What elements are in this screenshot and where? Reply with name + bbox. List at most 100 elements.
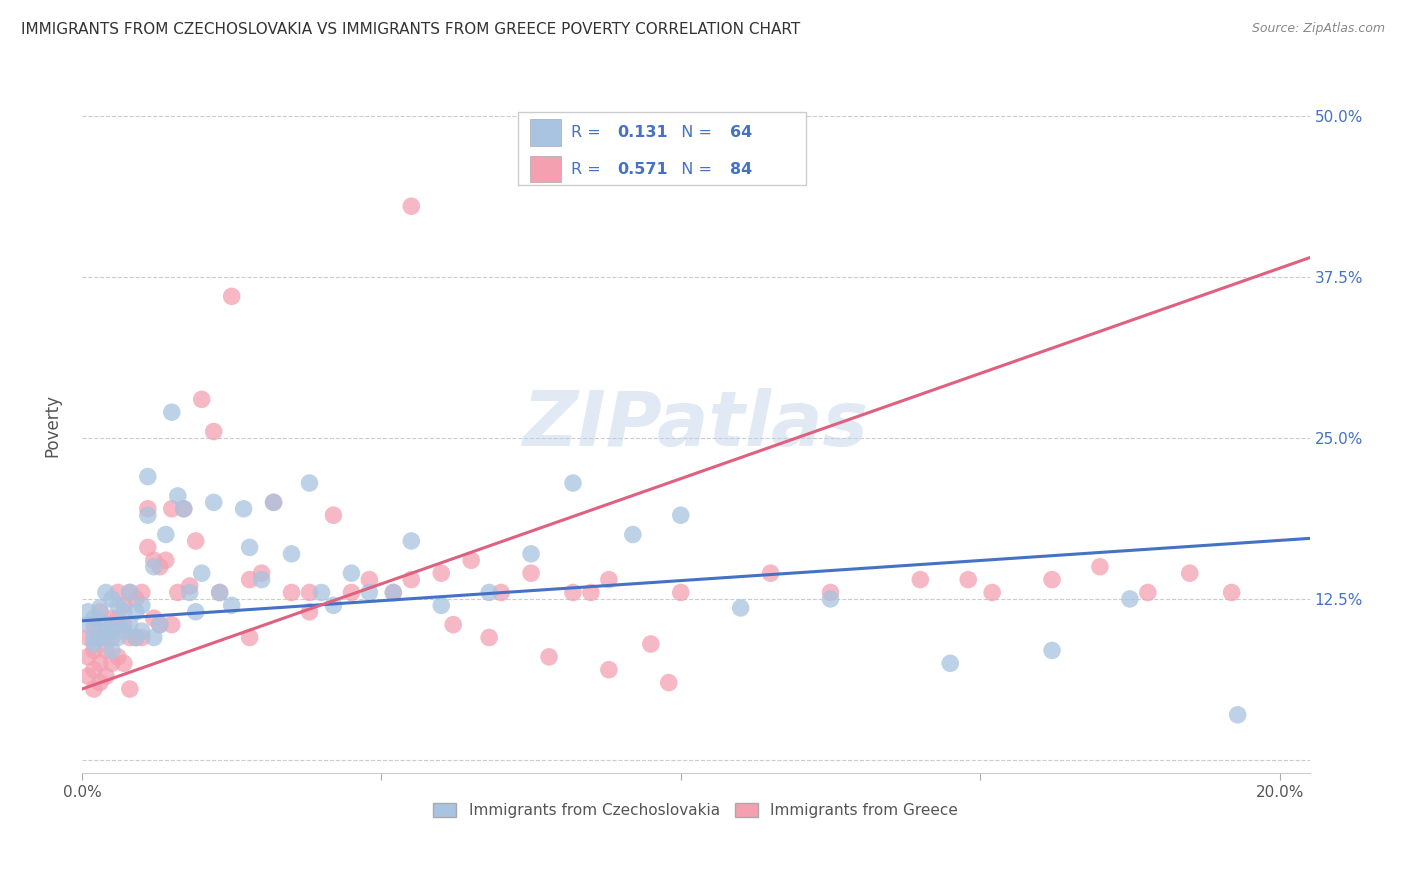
Point [520,566,543,581]
Point [131,599,153,613]
Point [112,605,135,619]
Y-axis label: Poverty: Poverty [44,393,60,457]
Point [136,469,159,483]
Point [957,573,980,587]
Point [77,617,100,632]
Point [101,624,124,639]
Point [160,405,183,419]
Point [239,631,262,645]
Point [89,605,111,619]
Text: 64: 64 [730,125,752,140]
Point [1040,573,1063,587]
Point [77,649,100,664]
Point [640,637,662,651]
Point [311,585,333,599]
Point [125,605,148,619]
Point [131,585,153,599]
Point [94,643,117,657]
Point [166,489,188,503]
Point [202,495,225,509]
Point [939,657,962,671]
Point [562,476,585,491]
Point [359,573,381,587]
Point [1220,585,1243,599]
FancyBboxPatch shape [517,112,806,186]
Point [136,501,159,516]
Point [107,649,129,664]
Point [1040,643,1063,657]
Point [250,573,273,587]
Point [298,605,321,619]
Point [107,631,129,645]
Point [136,508,159,523]
Point [83,637,105,651]
Point [232,501,254,516]
Point [77,631,100,645]
Point [89,631,111,645]
Point [621,527,644,541]
Point [125,591,148,606]
Point [173,501,195,516]
Point [142,553,165,567]
Point [280,547,302,561]
Point [263,495,285,509]
Point [239,541,262,555]
Point [166,585,188,599]
Point [359,585,381,599]
Point [89,601,111,615]
Text: Source: ZipAtlas.com: Source: ZipAtlas.com [1251,22,1385,36]
Point [142,559,165,574]
Point [83,611,105,625]
Text: 0.131: 0.131 [617,125,668,140]
Point [89,675,111,690]
Point [155,553,177,567]
Point [658,675,681,690]
Point [94,624,117,639]
Point [112,617,135,632]
Point [89,614,111,628]
Text: R =: R = [571,125,606,140]
Point [118,585,141,599]
Point [118,681,141,696]
Point [83,663,105,677]
Point [1226,707,1249,722]
Point [820,585,842,599]
Point [537,649,560,664]
Point [669,585,692,599]
Point [340,566,363,581]
Point [94,617,117,632]
Point [142,631,165,645]
Point [101,591,124,606]
Point [298,476,321,491]
Text: 84: 84 [730,161,752,177]
Point [430,566,453,581]
Point [94,631,117,645]
Text: N =: N = [671,161,717,177]
Point [149,617,172,632]
Point [208,585,231,599]
Point [221,289,243,303]
Text: R =: R = [571,161,606,177]
Point [83,617,105,632]
Point [263,495,285,509]
Point [280,585,302,599]
Point [77,605,100,619]
Point [340,585,363,599]
Point [759,566,782,581]
FancyBboxPatch shape [530,120,561,146]
Point [520,547,543,561]
Point [89,631,111,645]
Point [190,392,212,407]
Point [77,669,100,683]
Point [981,585,1004,599]
Point [202,425,225,439]
Point [101,643,124,657]
Point [101,657,124,671]
Point [112,657,135,671]
Point [441,617,464,632]
Point [131,631,153,645]
Point [101,631,124,645]
Point [160,501,183,516]
Point [478,631,501,645]
Point [598,573,620,587]
